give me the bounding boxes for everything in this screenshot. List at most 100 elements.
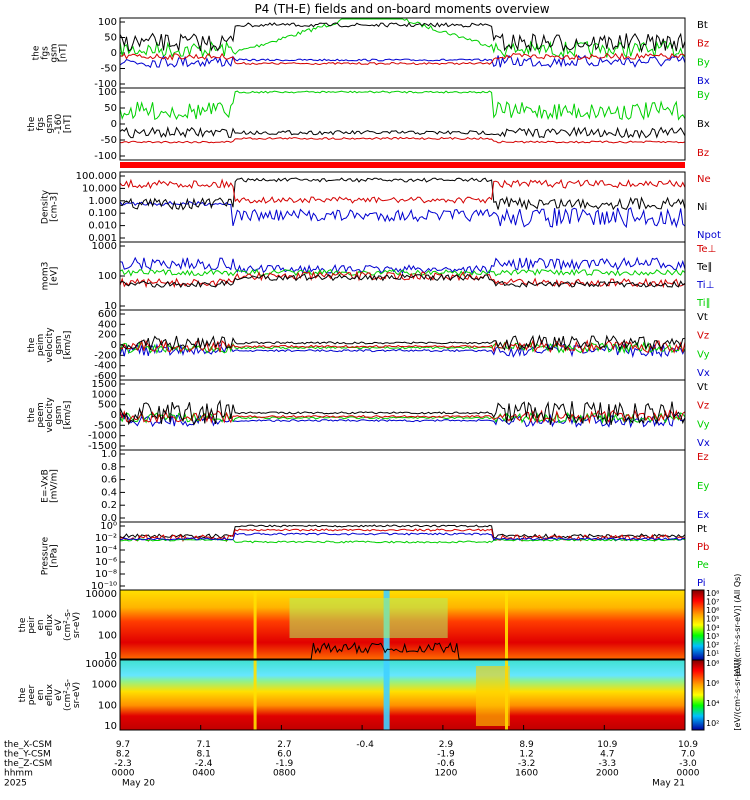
panel-10-ylabel-line: the (18, 687, 28, 702)
panel-6-ylabel-line: gsm (54, 405, 64, 424)
panel-8-ylabel-line: Pressure (41, 536, 51, 575)
panel-5-ylabel-line: peim (36, 334, 46, 357)
panel-4-series-4 (119, 273, 686, 289)
xrow-value: 1600 (515, 769, 538, 779)
panel-3-ylabel-line: [cm-3] (50, 192, 60, 222)
colorbar-tick-label: 10⁵ (706, 615, 719, 624)
panel-6-ytick-label: 500 (98, 400, 117, 411)
panel-2-ytick-label: 100 (98, 87, 117, 98)
panel-1-series-3 (119, 52, 686, 66)
panel-6-ytick-label: 1000 (92, 389, 117, 400)
panel-6-ytick-label: -1000 (88, 431, 117, 442)
xrow-value: -1.9 (276, 759, 294, 769)
panel-7-frame (119, 449, 686, 523)
panel-8-ylabel-line: [nPa] (50, 544, 60, 567)
colorbar-tick-label: 10² (706, 719, 719, 728)
panel-10-ylabel-line: en (36, 689, 46, 700)
panel-9-ylabel-line: the (18, 617, 28, 632)
panel-2-ylabel-line: fgs (36, 117, 46, 131)
panel-7-ytick-label: 1.0 (101, 449, 117, 460)
panel-2-ytick-label: 0 (111, 119, 117, 130)
panel-2-series-1 (119, 90, 686, 121)
panel-9-ylabel-line: en (36, 619, 46, 630)
panel-7-ytick-label: 0.6 (101, 475, 117, 486)
panel-6-series-3 (119, 409, 686, 425)
panel-3-series-1 (119, 200, 686, 229)
panel-2-ylabel-line: -160 (54, 114, 64, 135)
panel-2-legend-1: By (697, 90, 710, 101)
panel-3-ytick-label: 100.000 (76, 171, 117, 182)
panel-1-series-4 (119, 22, 686, 54)
panel-4-ytick-label: 10 (104, 301, 117, 312)
panel-5-ytick-label: 400 (98, 319, 117, 330)
spectrogram-trace (120, 641, 685, 660)
panel-7-ytick-label: 0.8 (101, 462, 117, 473)
panel-1-ytick-label: -50 (101, 64, 117, 75)
xrow-value: 0000 (677, 769, 700, 779)
panel-7-legend-2: Ey (697, 481, 709, 492)
panel-4-legend-3: Ti⊥ (696, 280, 714, 291)
panel-10-ytick-label: 100 (98, 700, 117, 711)
panel-1-ylabel-line: gsm (50, 43, 60, 62)
panel-3-ytick-label: 1.000 (88, 196, 117, 207)
panel-5-ytick-label: 200 (98, 330, 117, 341)
panel-9-ylabel-line: (cm²-s- (63, 609, 73, 641)
panel-3-legend-1: Ne (697, 174, 711, 185)
panel-1-ylabel-line: [nT] (59, 44, 69, 62)
panel-1: the fgs gsm [nT] 100 50 0 -50 -100 Bt Bz By Bx (32, 17, 710, 90)
panel-8-legend-3: Pe (697, 560, 709, 571)
panel-3-ytick-label: 0.100 (88, 208, 117, 219)
panel-3-series-2 (119, 177, 686, 211)
panel-6-legend-2: Vz (697, 401, 709, 412)
panel-6-ytick-label: 1500 (92, 379, 117, 390)
panel-2-series-2 (119, 126, 686, 140)
panel-3-legend-2: Ni (697, 202, 707, 213)
panel-8-ytick-label: 10⁰ (100, 521, 117, 532)
panel-3-ytick-label: 0.001 (88, 233, 117, 244)
colorbar-tick-label: 10¹ (706, 649, 719, 658)
panel-9-ylabel-line: eflux (45, 613, 55, 636)
panel-8-ytick-label: 10⁻⁶ (95, 557, 117, 568)
panel-2-ytick-label: -50 (101, 135, 117, 146)
panel-5-legend-3: Vy (697, 349, 710, 360)
panel-6-legend-4: Vx (697, 438, 710, 449)
panel-9-ytick-label: 100 (98, 630, 117, 641)
panel-5-ylabel-line: the (27, 337, 37, 352)
panel-9-ytick-label: 1000 (92, 610, 117, 621)
panel-3-legend-3: Npot (697, 230, 721, 241)
panel-7-ylabel-line: E=-VxB (41, 469, 51, 503)
panel-10-colorbar: 10⁸ 10⁶ 10⁴ 10² [eV/(cm²-s-sr-eV)] (691, 659, 742, 731)
panel-7: E=-VxB [mV/m] 1.0 0.8 0.60.4 0.2 0.0 Ez Ey Ex (41, 449, 710, 524)
panel-2-ylabel-line: [nT] (63, 115, 73, 133)
panel-5-ytick-label: -200 (94, 350, 117, 361)
panel-5-ytick-label: 600 (98, 309, 117, 320)
panel-1-ytick-label: 100 (98, 17, 117, 28)
panel-5-series-4 (119, 334, 686, 352)
panel-2-series-3 (120, 136, 686, 144)
panel-4: mom3 [eV] 1000 100 10 Te⊥ Te∥ Ti⊥ Ti∥ (41, 241, 717, 312)
panel-6-ytick-label: -500 (94, 420, 117, 431)
panel-1-ytick-label: -100 (94, 79, 117, 90)
panel-1-legend-1: Bt (697, 20, 708, 31)
xrow-value: 10.9 (597, 740, 617, 750)
panel-2-legend-3: Bz (697, 148, 709, 159)
panel-6-ylabel-line: velocity (45, 397, 55, 433)
colorbar-tick-label: 10⁸ (706, 659, 719, 668)
panel-8-series-4 (119, 532, 686, 541)
xrow-value: -1.9 (437, 750, 455, 760)
xrow-value: -3.2 (518, 759, 536, 769)
xrow-value: -0.6 (437, 759, 455, 769)
panel-6-ytick-label: 0 (111, 410, 117, 421)
xrow-value: 7.1 (197, 740, 211, 750)
panel-10: the peer en eflux eV (cm²-s-sr-eV) 10000 1000 10… (18, 659, 742, 732)
panel-4-ylabel-line: [eV] (50, 267, 60, 286)
xrow-value: -2.3 (114, 759, 132, 769)
panel-5: the peim velocity gsm [km/s] 6004002000-200-4… (27, 309, 710, 382)
panel-8-ytick-label: 10⁻¹⁰ (91, 581, 117, 592)
xrow-value: 0800 (273, 769, 296, 779)
panel-3-ytick-label: 10.000 (82, 183, 117, 194)
xrow-value: 4.7 (600, 750, 614, 760)
panel-4-ytick-label: 100 (98, 271, 117, 282)
panel-2-ylabel-line: gsm (45, 114, 55, 133)
